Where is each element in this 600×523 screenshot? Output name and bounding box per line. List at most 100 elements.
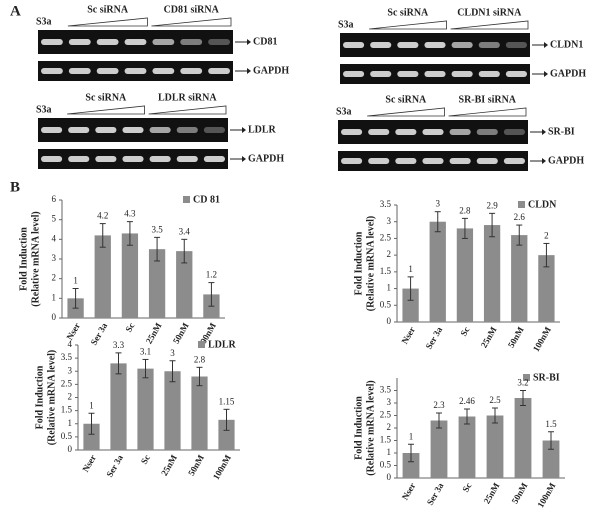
y-tick-label: 0.5	[61, 431, 73, 441]
group-label: CD81 siRNA	[164, 4, 220, 15]
band	[176, 156, 198, 162]
y-tick-label: 3.5	[61, 352, 73, 362]
x-tick-label: Nser	[400, 481, 418, 502]
bar	[429, 221, 446, 322]
band	[478, 71, 500, 77]
error-bar	[543, 242, 550, 268]
y-tick-label: 2.5	[61, 378, 73, 388]
band	[395, 158, 417, 164]
value-label: 3.5	[151, 224, 163, 234]
value-label: 4.3	[124, 209, 136, 219]
dose-wedge	[369, 20, 447, 30]
band	[203, 127, 225, 133]
band	[476, 158, 498, 164]
bar	[483, 225, 501, 322]
y-axis-label: (Relative mRNA level)	[46, 350, 57, 446]
error-bar	[88, 412, 95, 435]
band	[176, 127, 198, 133]
x-tick-label: Nser	[399, 325, 417, 346]
title-marker	[198, 341, 205, 348]
value-label: 1.5	[545, 419, 557, 429]
y-tick-label: 3	[387, 216, 392, 226]
y-tick-label: 5	[52, 214, 57, 224]
title-marker	[183, 196, 190, 203]
error-bar	[489, 212, 496, 238]
value-label: 2	[544, 231, 549, 241]
error-bar	[548, 431, 554, 450]
band	[451, 42, 473, 48]
value-label: 1.15	[219, 396, 235, 406]
value-label: 2.8	[194, 354, 206, 364]
value-label: 3.3	[113, 340, 125, 350]
value-label: 1	[408, 264, 413, 274]
group-label: CLDN1 siRNA	[457, 7, 522, 18]
band	[343, 42, 365, 48]
band	[149, 127, 171, 133]
x-tick-label: Sc	[139, 453, 152, 466]
arrow-head	[542, 129, 546, 135]
x-tick-label: 50nM	[186, 453, 206, 478]
y-tick-label: 2	[68, 392, 73, 402]
y-axis-label: Fold Induction	[18, 227, 29, 291]
bar	[402, 453, 420, 478]
band	[41, 68, 63, 74]
panel-label: B	[10, 179, 20, 195]
y-tick-label: 0	[52, 312, 57, 322]
error-bar	[434, 211, 441, 233]
value-label: 3.4	[179, 226, 191, 236]
lane-label: S3a	[36, 104, 52, 115]
bar	[164, 371, 181, 450]
band	[343, 71, 365, 77]
band	[341, 158, 363, 164]
error-bar	[196, 366, 203, 387]
x-tick-label: 25nM	[144, 321, 164, 346]
band	[449, 129, 471, 135]
band	[41, 127, 63, 133]
arrow-head	[242, 156, 246, 162]
band	[149, 156, 171, 162]
gel-label: GAPDH	[253, 65, 289, 76]
x-tick-label: Sc	[123, 321, 136, 334]
y-tick-label: 0.5	[380, 299, 392, 309]
y-tick-label: 2	[52, 273, 57, 283]
bar	[402, 288, 419, 322]
arrow-head	[542, 158, 546, 164]
error-bar	[464, 408, 470, 425]
bar	[137, 368, 154, 450]
x-tick-label: Ser 3a	[89, 321, 110, 347]
arrow-head	[544, 42, 548, 48]
x-tick-label: Ser 3a	[104, 453, 125, 479]
error-bar	[169, 360, 176, 383]
error-bar	[408, 443, 414, 463]
lane-label: S3a	[36, 16, 52, 27]
arrow-head	[247, 39, 251, 45]
gel-label: GAPDH	[248, 153, 284, 164]
error-bar	[154, 236, 161, 262]
y-tick-label: 3	[387, 397, 392, 407]
group-label: LDLR siRNA	[158, 92, 217, 103]
lane-label: S3a	[338, 19, 354, 30]
band	[180, 39, 203, 45]
x-tick-label: Ser 3a	[425, 481, 446, 507]
bar	[430, 420, 448, 478]
band	[203, 156, 225, 162]
value-label: 2.46	[459, 396, 475, 406]
x-tick-label: 25nM	[479, 325, 499, 350]
lane-label: S3a	[336, 106, 352, 117]
band	[422, 158, 444, 164]
bar	[191, 376, 208, 450]
arrow-head	[544, 71, 548, 77]
band	[476, 129, 498, 135]
band	[68, 156, 90, 162]
bar	[148, 249, 166, 318]
dose-wedge	[148, 105, 227, 115]
dose-wedge	[67, 17, 148, 27]
band	[68, 127, 90, 133]
x-tick-label: Ser 3a	[424, 325, 445, 351]
x-tick-label: 100nM	[531, 325, 553, 354]
chart-title: CLDN	[528, 199, 557, 210]
y-tick-label: 2	[387, 249, 392, 259]
y-tick-label: 4	[52, 233, 57, 243]
y-tick-label: 0	[387, 472, 392, 482]
